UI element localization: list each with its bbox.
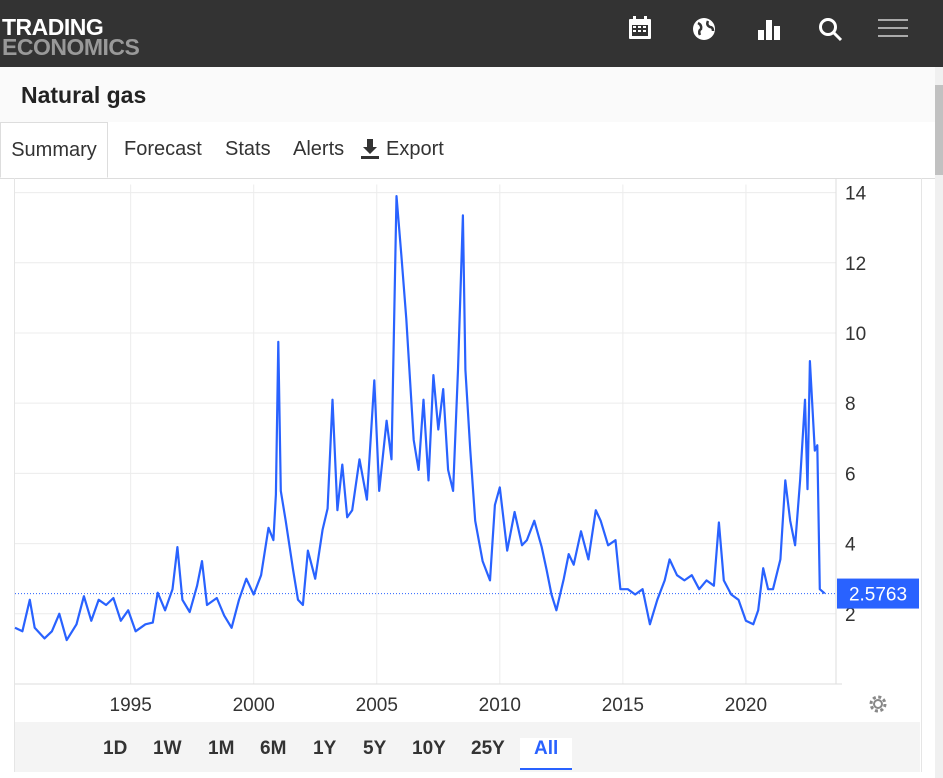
y-tick-label: 6 — [845, 464, 856, 485]
tab[interactable]: Export — [386, 138, 444, 160]
range-button[interactable]: 10Y — [412, 738, 446, 759]
tab[interactable]: Stats — [225, 138, 271, 160]
y-tick-label: 14 — [845, 184, 867, 205]
range-button[interactable]: All — [520, 738, 573, 770]
page-title: Natural gas — [21, 82, 147, 108]
export-icon[interactable] — [360, 138, 380, 160]
y-tick-label: 12 — [845, 254, 866, 275]
title-bar — [0, 67, 935, 123]
range-bar: 1D 1W 1M 6M 1Y 5Y 10Y 25Y All — [15, 722, 920, 772]
scrollbar-thumb[interactable] — [935, 85, 943, 175]
x-tick-label: 1995 — [110, 695, 152, 716]
range-button[interactable]: 1D — [103, 738, 128, 759]
line-series — [14, 195, 826, 642]
search-icon[interactable] — [819, 18, 843, 42]
scrollbar[interactable] — [935, 67, 943, 778]
tab[interactable]: Summary — [0, 122, 108, 178]
header-icons — [629, 16, 908, 42]
logo[interactable]: ECONOMICS — [2, 34, 140, 60]
y-tick-label: 8 — [845, 394, 856, 415]
x-tick-label: 2010 — [479, 695, 521, 716]
range-button[interactable]: 1Y — [313, 738, 337, 759]
y-tick-label: 10 — [845, 324, 866, 345]
last-value-label: 2.5763 — [849, 585, 907, 606]
chart-container — [14, 178, 922, 772]
range-button[interactable]: 6M — [260, 738, 287, 759]
header: TRADING ECONOMICS — [0, 0, 943, 67]
x-tick-label: 2005 — [356, 695, 398, 716]
chart-icon[interactable] — [758, 20, 780, 40]
y-tick-label: 2 — [845, 605, 856, 626]
range-button[interactable]: 25Y — [471, 738, 505, 759]
y-tick-label: 4 — [845, 535, 856, 556]
x-tick-label: 2020 — [725, 695, 767, 716]
tab[interactable]: Alerts — [293, 138, 345, 160]
x-tick-label: 2000 — [233, 695, 275, 716]
range-button[interactable]: 5Y — [363, 738, 387, 759]
range-button[interactable]: 1M — [208, 738, 235, 759]
globe-icon[interactable] — [693, 18, 715, 40]
calendar-icon[interactable] — [629, 16, 651, 39]
last-value-box — [837, 578, 919, 609]
logo[interactable]: TRADING — [2, 14, 104, 40]
tab[interactable]: Forecast — [124, 138, 202, 160]
tabs: Summary Forecast Stats Alerts Export — [0, 122, 935, 179]
menu-icon[interactable] — [878, 19, 908, 37]
range-button[interactable]: 1W — [153, 738, 182, 759]
chart: 2 4 6 8 10 12 14 1995 2000 2005 2010 2015 2020 2.5763 — [14, 178, 919, 716]
x-tick-label: 2015 — [602, 695, 644, 716]
settings-icon[interactable] — [866, 692, 890, 716]
